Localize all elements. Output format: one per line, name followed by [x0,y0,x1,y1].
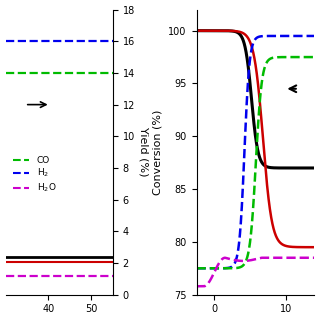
Legend: CO, H$_2$, H$_2$O: CO, H$_2$, H$_2$O [12,155,57,195]
Y-axis label: Conversion (%): Conversion (%) [153,109,163,195]
Y-axis label: Yield (%): Yield (%) [139,127,149,177]
